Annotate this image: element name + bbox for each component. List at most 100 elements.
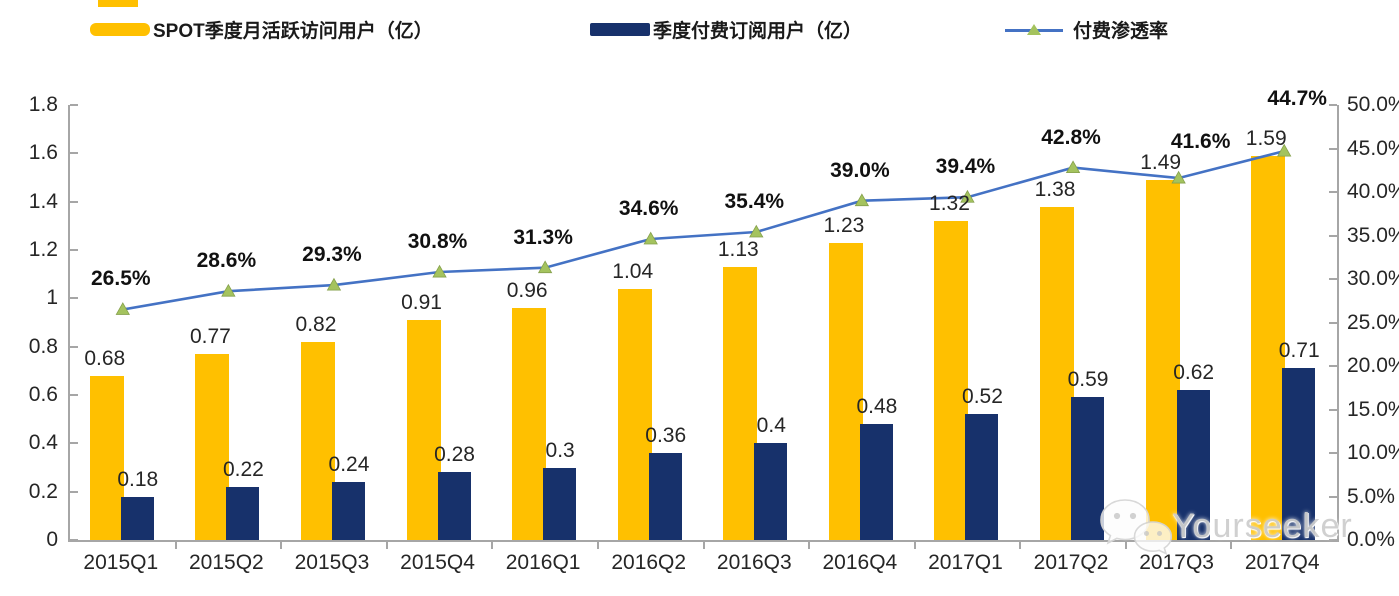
left-axis-tick	[70, 297, 78, 300]
x-axis-tick	[596, 541, 599, 549]
right-axis-tick-label: 10.0%	[1347, 441, 1399, 464]
right-axis-tick	[1329, 147, 1337, 150]
mau-value-label: 1.32	[929, 192, 970, 215]
mau-value-label: 1.38	[1034, 177, 1076, 201]
penetration-line-swatch	[1005, 23, 1063, 36]
legend-label-subscribers: 季度付费订阅用户（亿）	[653, 20, 863, 42]
subscribers-value-label: 0.28	[434, 443, 475, 467]
subscribers-bar	[1176, 390, 1210, 540]
left-axis-tick	[70, 539, 78, 541]
subscribers-value-label: 0.3	[545, 438, 575, 462]
subscribers-value-label: 0.59	[1067, 368, 1109, 392]
subscribers-bar	[226, 486, 260, 540]
x-axis-category-label: 2017Q4	[1244, 551, 1320, 574]
subscribers-bar	[331, 482, 365, 540]
x-axis-category-label: 2015Q3	[294, 551, 370, 574]
right-axis-tick-label: 45.0%	[1347, 136, 1399, 160]
x-axis-tick	[1230, 541, 1233, 549]
x-axis-tick	[913, 541, 916, 549]
x-axis-tick	[1019, 541, 1022, 549]
penetration-percent-label: 34.6%	[618, 196, 679, 220]
left-axis-tick-label: 1.6	[28, 141, 58, 165]
mau-bar	[195, 353, 230, 540]
right-axis-tick	[1329, 234, 1337, 237]
mau-bar	[512, 308, 547, 540]
mau-bar	[406, 320, 441, 540]
right-axis-tick	[1329, 495, 1337, 498]
left-axis-tick	[70, 152, 78, 155]
subscribers-bar-swatch	[590, 22, 650, 36]
left-axis-tick-label: 1.4	[28, 189, 58, 213]
penetration-percent-label: 39.0%	[830, 158, 890, 182]
penetration-percent-label: 35.4%	[724, 190, 785, 214]
left-axis-tick	[70, 200, 78, 203]
mau-bar-swatch	[90, 22, 150, 36]
x-axis-category-label: 2017Q1	[928, 551, 1003, 574]
x-axis-tick	[280, 541, 283, 549]
penetration-percent-label: 31.3%	[513, 225, 573, 249]
penetration-percent-label: 39.4%	[935, 155, 996, 179]
right-axis-tick	[1329, 539, 1337, 541]
penetration-percent-label: 26.5%	[91, 267, 151, 291]
right-axis-tick-label: 0.0%	[1347, 528, 1395, 551]
mau-value-label: 1.49	[1140, 150, 1182, 174]
x-axis-category-label: 2015Q1	[83, 551, 159, 574]
subscribers-bar	[1071, 397, 1105, 540]
subscribers-bar	[437, 472, 471, 540]
right-axis-tick-label: 15.0%	[1347, 397, 1399, 421]
mau-bar	[617, 288, 652, 540]
plot-area	[68, 104, 1339, 549]
mau-value-label: 1.23	[823, 213, 865, 237]
mau-value-label: 0.91	[401, 291, 442, 315]
x-axis-tick	[385, 541, 388, 549]
subscribers-bar	[754, 443, 788, 540]
top-edge-strip	[98, 0, 138, 7]
mau-value-label: 0.96	[506, 279, 548, 302]
x-axis-category-label: 2017Q2	[1033, 551, 1109, 574]
subscribers-value-label: 0.48	[856, 395, 898, 418]
left-axis-tick	[70, 394, 78, 396]
x-axis-tick	[491, 541, 494, 549]
legend-item-mau: SPOT季度月活跃访问用户（亿）	[90, 16, 433, 42]
wechat-icon	[1100, 499, 1172, 555]
right-axis-tick	[1329, 104, 1337, 106]
x-axis-category-label: 2017Q3	[1139, 551, 1214, 574]
left-axis-tick	[70, 442, 78, 445]
subscribers-value-label: 0.22	[222, 457, 264, 481]
right-axis-tick-label: 5.0%	[1347, 484, 1395, 508]
right-axis-tick	[1329, 452, 1337, 454]
right-axis-tick-label: 30.0%	[1347, 267, 1399, 290]
subscribers-bar	[1282, 368, 1316, 540]
watermark-text: Yourseeker	[1172, 506, 1353, 545]
x-axis-tick	[174, 541, 177, 549]
right-axis-tick	[1329, 365, 1337, 367]
mau-bar	[300, 341, 335, 540]
left-axis-tick-label: 0.8	[28, 334, 58, 358]
legend-item-subscribers: 季度付费订阅用户（亿）	[590, 16, 862, 42]
x-axis-category-label: 2015Q2	[189, 551, 264, 574]
mau-bar	[1251, 155, 1286, 540]
right-axis-tick-label: 50.0%	[1347, 93, 1399, 116]
x-axis-tick	[1124, 541, 1127, 549]
subscribers-bar	[965, 414, 999, 540]
legend-item-penetration: 付费渗透率	[1005, 16, 1168, 42]
mau-value-label: 0.77	[189, 324, 231, 348]
subscribers-value-label: 0.24	[328, 453, 370, 476]
penetration-percent-label: 29.3%	[302, 243, 362, 267]
mau-value-label: 1.59	[1245, 126, 1287, 150]
subscribers-bar	[859, 424, 893, 540]
left-axis-tick-label: 0.2	[28, 479, 58, 503]
legend-label-penetration: 付费渗透率	[1073, 20, 1169, 42]
mau-bar	[1145, 179, 1180, 540]
left-axis-tick-label: 0	[46, 528, 58, 551]
x-axis-tick	[808, 541, 811, 549]
left-axis-tick	[70, 345, 78, 348]
left-axis-tick-label: 0.4	[28, 431, 58, 455]
mau-value-label: 0.82	[295, 312, 337, 336]
right-axis-tick-label: 25.0%	[1347, 310, 1399, 334]
subscribers-value-label: 0.62	[1173, 361, 1215, 385]
right-axis-tick-label: 35.0%	[1347, 223, 1399, 247]
x-axis-category-label: 2016Q4	[822, 551, 898, 574]
penetration-line	[115, 143, 1292, 315]
